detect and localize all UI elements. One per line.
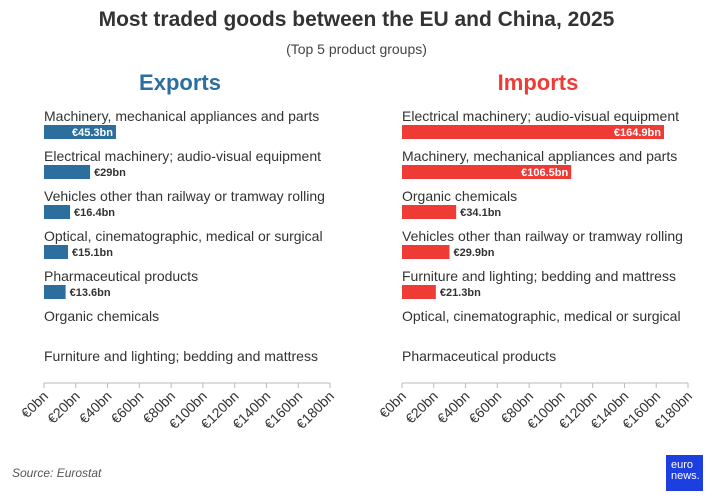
logo-line-1: euro: [671, 459, 694, 471]
category-label: Vehicles other than railway or tramway r…: [402, 228, 713, 244]
category-label: Furniture and lighting; bedding and matt…: [44, 348, 318, 364]
data-label: €164.9bn: [614, 127, 661, 139]
data-label: €34.1bn: [460, 207, 501, 219]
x-tick-label: €40bn: [76, 388, 115, 427]
category-label: Furniture and lighting; bedding and matt…: [402, 268, 676, 284]
panel-title-imports: Imports: [498, 70, 579, 95]
bar: [44, 165, 91, 179]
data-label: €21.3bn: [440, 287, 481, 299]
category-label: Pharmaceutical products: [402, 348, 556, 364]
category-label: Organic chemicals: [402, 188, 517, 204]
bar: [402, 285, 436, 299]
category-label: Machinery, mechanical appliances and par…: [44, 108, 319, 124]
data-label: €13.6bn: [70, 287, 111, 299]
category-label: Electrical machinery; audio-visual equip…: [402, 108, 679, 124]
bar: [402, 165, 572, 179]
category-label: Machinery, mechanical appliances and par…: [402, 148, 677, 164]
bar: [402, 245, 450, 259]
data-label: €29bn: [94, 167, 126, 179]
data-label: €16.4bn: [74, 207, 115, 219]
euronews-logo: euro news.: [666, 455, 703, 491]
x-tick-label: €60bn: [108, 388, 147, 427]
data-label: €45.3bn: [72, 127, 113, 139]
x-tick-label: €20bn: [44, 388, 83, 427]
bar: [402, 205, 457, 219]
category-label: Organic chemicals: [44, 308, 159, 324]
x-tick-label: €60bn: [466, 388, 505, 427]
bar: [44, 245, 68, 259]
data-label: €15.1bn: [72, 247, 113, 259]
chart-subtitle: (Top 5 product groups): [286, 41, 427, 57]
logo-line-2: news.: [671, 470, 700, 482]
bar: [402, 125, 665, 139]
category-label: Electrical machinery; audio-visual equip…: [44, 148, 321, 164]
chart-title: Most traded goods between the EU and Chi…: [98, 8, 615, 31]
bar: [44, 125, 116, 139]
bar: [44, 205, 71, 219]
category-label: Vehicles other than railway or tramway r…: [44, 188, 362, 204]
data-label: €29.9bn: [454, 247, 495, 259]
category-label: Optical, cinematographic, medical or sur…: [44, 228, 323, 244]
source-note: Source: Eurostat: [12, 466, 102, 480]
data-label: €106.5bn: [521, 167, 568, 179]
x-tick-label: €40bn: [434, 388, 473, 427]
x-tick-label: €20bn: [402, 388, 441, 427]
category-label: Pharmaceutical products: [44, 268, 198, 284]
bar: [44, 285, 66, 299]
category-label: Optical, cinematographic, medical or sur…: [402, 308, 681, 324]
panel-title-exports: Exports: [139, 70, 221, 95]
